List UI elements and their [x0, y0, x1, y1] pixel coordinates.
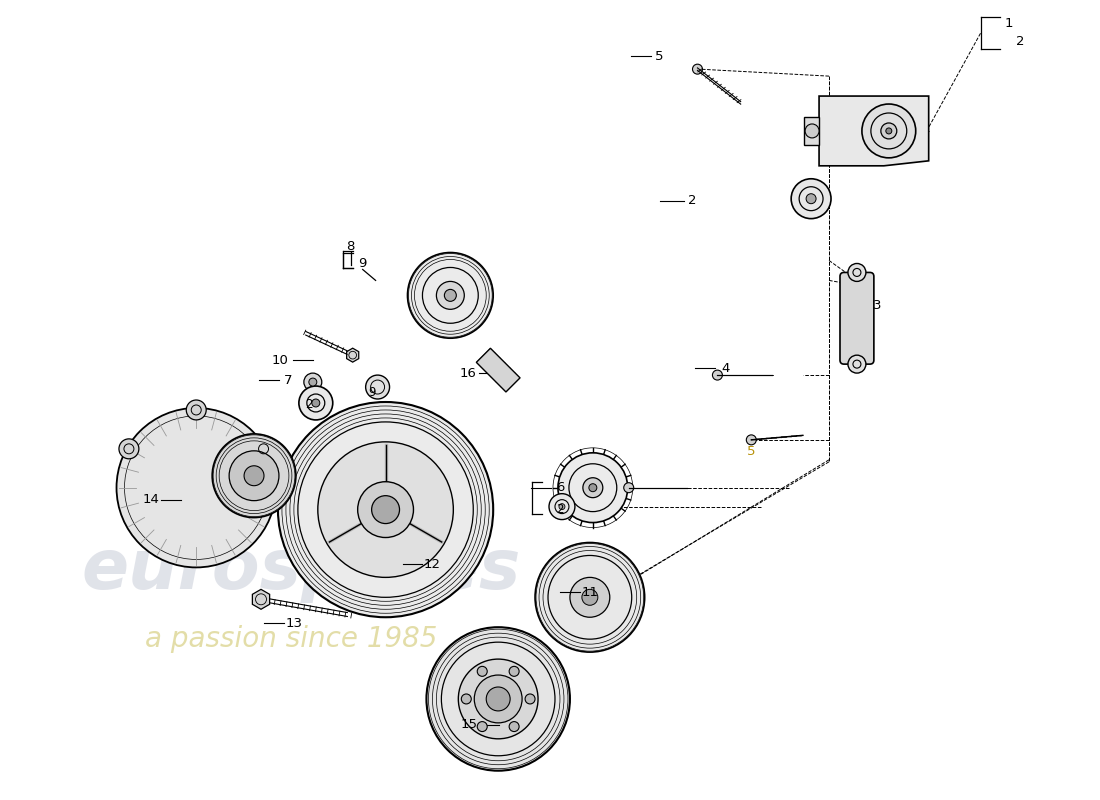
- Circle shape: [278, 402, 493, 618]
- Circle shape: [119, 439, 139, 458]
- Circle shape: [255, 594, 266, 605]
- Circle shape: [474, 675, 522, 723]
- Circle shape: [117, 408, 276, 567]
- Circle shape: [848, 263, 866, 282]
- Circle shape: [588, 484, 597, 492]
- Circle shape: [886, 128, 892, 134]
- Text: 5: 5: [747, 446, 756, 458]
- Circle shape: [304, 373, 322, 391]
- Circle shape: [459, 659, 538, 739]
- Text: 2: 2: [305, 398, 312, 411]
- Circle shape: [229, 451, 279, 501]
- Circle shape: [525, 694, 535, 704]
- Circle shape: [407, 253, 493, 338]
- Circle shape: [791, 178, 830, 218]
- Circle shape: [477, 722, 487, 731]
- Circle shape: [881, 123, 896, 139]
- Text: 12: 12: [424, 558, 441, 571]
- Text: 11: 11: [582, 586, 598, 599]
- Circle shape: [212, 434, 296, 518]
- Circle shape: [570, 578, 609, 618]
- Text: eurospares: eurospares: [81, 536, 520, 603]
- Circle shape: [461, 694, 471, 704]
- Circle shape: [624, 482, 634, 493]
- Text: 9: 9: [367, 386, 375, 398]
- Circle shape: [509, 722, 519, 731]
- Circle shape: [244, 466, 264, 486]
- Circle shape: [486, 687, 510, 711]
- Circle shape: [862, 104, 915, 158]
- Circle shape: [477, 666, 487, 676]
- Circle shape: [549, 494, 575, 519]
- Polygon shape: [252, 590, 270, 610]
- Text: 2: 2: [1016, 34, 1024, 48]
- Circle shape: [309, 378, 317, 386]
- Circle shape: [746, 435, 757, 445]
- Text: a passion since 1985: a passion since 1985: [145, 625, 437, 653]
- Circle shape: [559, 504, 565, 510]
- Text: 3: 3: [872, 299, 881, 312]
- Circle shape: [848, 355, 866, 373]
- Text: 13: 13: [285, 617, 303, 630]
- Text: 2: 2: [557, 503, 563, 516]
- Circle shape: [349, 351, 356, 359]
- Circle shape: [358, 482, 414, 538]
- Circle shape: [427, 627, 570, 770]
- Text: 10: 10: [272, 354, 288, 366]
- Circle shape: [713, 370, 723, 380]
- Circle shape: [318, 442, 453, 578]
- Polygon shape: [804, 117, 820, 145]
- Text: 14: 14: [143, 493, 160, 506]
- Text: 16: 16: [460, 366, 476, 379]
- Text: 5: 5: [656, 50, 664, 62]
- Circle shape: [372, 496, 399, 523]
- Circle shape: [365, 375, 389, 399]
- Circle shape: [311, 399, 320, 407]
- Circle shape: [805, 124, 820, 138]
- Circle shape: [583, 478, 603, 498]
- Text: 8: 8: [346, 240, 355, 253]
- Text: 1: 1: [1004, 17, 1013, 30]
- FancyBboxPatch shape: [840, 273, 873, 364]
- Circle shape: [299, 386, 333, 420]
- Circle shape: [558, 453, 628, 522]
- Circle shape: [582, 590, 597, 606]
- Polygon shape: [476, 348, 520, 392]
- Circle shape: [509, 666, 519, 676]
- Text: 4: 4: [722, 362, 729, 374]
- Text: 7: 7: [284, 374, 293, 386]
- Circle shape: [693, 64, 703, 74]
- Circle shape: [186, 400, 206, 420]
- Circle shape: [535, 542, 645, 652]
- Text: 2: 2: [689, 194, 696, 207]
- Circle shape: [254, 439, 274, 458]
- Circle shape: [437, 282, 464, 310]
- Text: 15: 15: [461, 718, 477, 731]
- Polygon shape: [820, 96, 928, 166]
- Text: 6: 6: [556, 481, 564, 494]
- Circle shape: [806, 194, 816, 204]
- Text: 9: 9: [359, 257, 366, 270]
- Circle shape: [444, 290, 456, 302]
- Polygon shape: [346, 348, 359, 362]
